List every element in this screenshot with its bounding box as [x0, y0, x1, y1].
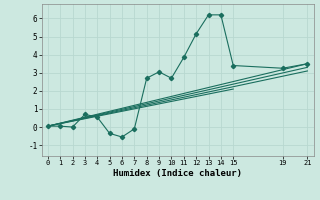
X-axis label: Humidex (Indice chaleur): Humidex (Indice chaleur) — [113, 169, 242, 178]
